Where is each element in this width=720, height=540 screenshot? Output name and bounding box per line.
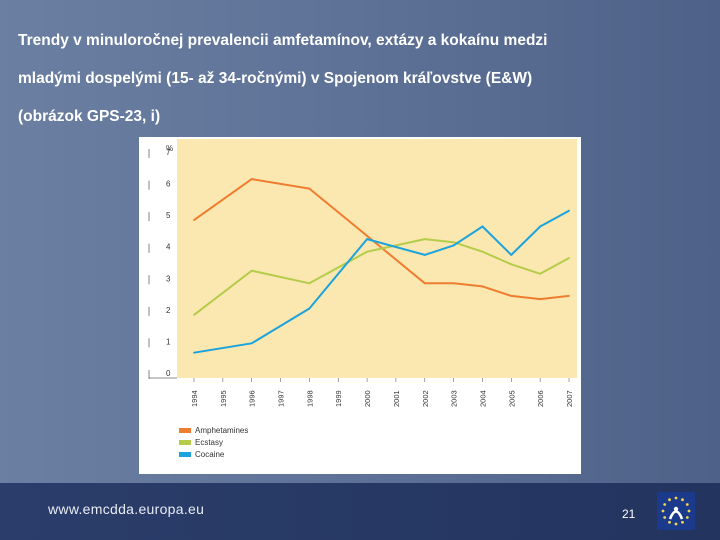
data-point-amphetamines: [193, 219, 195, 222]
y-tick-label: 3: [166, 274, 171, 283]
data-point-ecstasy: [193, 313, 195, 316]
footer-bar: www.emcdda.europa.eu 21: [0, 483, 720, 540]
x-tick-label: 2004: [478, 390, 487, 407]
data-point-ecstasy: [568, 257, 570, 259]
data-point-ecstasy: [250, 269, 253, 272]
chart-figure: % 0 1 2 3 4 5 6 7 1994 1995 1996 1997 1998 1999 2000 200…: [139, 137, 581, 474]
legend-swatch-amphetamines: [179, 428, 191, 433]
y-tick-label: 2: [166, 306, 171, 315]
x-tick-label: 2007: [565, 390, 574, 407]
data-point-ecstasy: [481, 250, 484, 253]
data-point-ecstasy: [510, 263, 513, 266]
title-line-2: mladými dospelými (15- až 34-ročnými) v …: [18, 70, 533, 87]
legend-label-cocaine: Cocaine: [195, 450, 225, 459]
data-point-cocaine: [510, 253, 513, 256]
data-point-amphetamines: [308, 187, 311, 190]
data-point-ecstasy: [423, 238, 426, 240]
data-point-ecstasy: [539, 272, 542, 275]
page-number: 21: [622, 507, 636, 521]
data-point-cocaine: [366, 238, 368, 240]
data-point-cocaine: [481, 225, 484, 228]
y-tick-label: 5: [166, 211, 171, 220]
y-tick-label: 6: [166, 180, 171, 189]
series-line-ecstasy: [193, 238, 570, 316]
x-tick-label: 1994: [190, 390, 199, 407]
x-tick-label: 2001: [392, 390, 401, 407]
plot-area: [177, 139, 577, 378]
x-tick-label: 1995: [219, 390, 228, 407]
data-point-amphetamines: [423, 282, 426, 285]
y-tick-label: 7: [166, 148, 171, 157]
legend-label-ecstasy: Ecstasy: [195, 438, 223, 447]
x-tick-label: 1997: [277, 390, 286, 407]
y-tick-label: 4: [166, 243, 171, 252]
legend-label-amphetamines: Amphetamines: [195, 426, 248, 435]
series-line-cocaine: [193, 209, 570, 354]
data-point-amphetamines: [481, 285, 484, 288]
data-point-amphetamines: [452, 282, 455, 285]
legend-swatch-ecstasy: [179, 440, 191, 445]
data-point-amphetamines: [510, 295, 513, 297]
trend-line-chart: % 0 1 2 3 4 5 6 7 1994 1995 1996 1997 1998 1999 2000 200…: [148, 139, 577, 459]
data-point-cocaine: [193, 351, 195, 354]
x-tick-label: 2005: [507, 390, 516, 407]
footer-url[interactable]: www.emcdda.europa.eu: [48, 501, 205, 517]
data-point-amphetamines: [250, 178, 253, 180]
data-point-amphetamines: [539, 298, 542, 300]
data-point-amphetamines: [568, 295, 570, 297]
data-point-cocaine: [452, 244, 455, 247]
x-tick-label: 2000: [363, 390, 372, 407]
legend-swatch-cocaine: [179, 452, 191, 457]
data-point-ecstasy: [308, 282, 311, 285]
x-tick-label: 2006: [536, 390, 545, 407]
data-point-ecstasy: [366, 250, 368, 253]
data-point-cocaine: [568, 209, 570, 212]
data-point-ecstasy: [452, 241, 455, 244]
data-point-cocaine: [308, 307, 311, 310]
x-tick-label: 2002: [421, 390, 430, 407]
x-tick-label: 1996: [248, 390, 257, 407]
data-point-cocaine: [539, 225, 542, 228]
title-line-3: (obrázok GPS-23, i): [18, 108, 161, 125]
y-axis-label: %: [166, 144, 173, 153]
series-line-amphetamines: [193, 178, 570, 301]
data-point-cocaine: [423, 253, 426, 256]
emcdda-logo-icon: [657, 492, 695, 530]
x-tick-label: 1998: [305, 390, 314, 407]
y-tick-label: 1: [166, 337, 171, 346]
data-point-cocaine: [250, 342, 253, 345]
y-tick-label: 0: [166, 369, 171, 378]
x-tick-label: 1999: [334, 390, 343, 407]
x-tick-label: 2003: [450, 390, 459, 407]
slide-title: Trendy v minuloročnej prevalencii amfeta…: [18, 22, 708, 136]
data-point-amphetamines: [366, 235, 368, 237]
title-line-1: Trendy v minuloročnej prevalencii amfeta…: [18, 32, 548, 49]
